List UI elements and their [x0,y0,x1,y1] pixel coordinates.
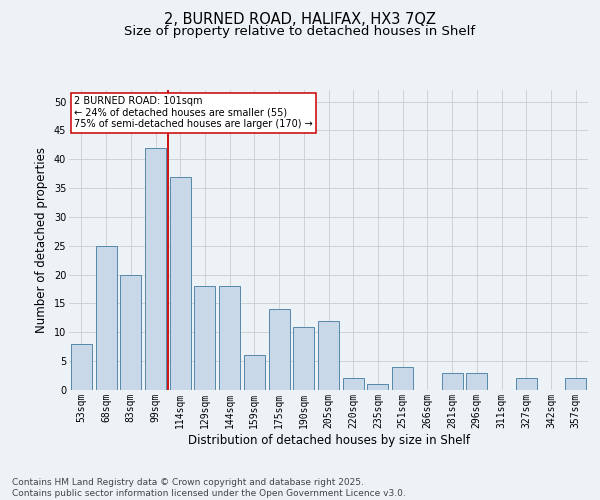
X-axis label: Distribution of detached houses by size in Shelf: Distribution of detached houses by size … [187,434,470,446]
Bar [367,384,388,390]
Bar [269,309,290,390]
Bar [71,344,92,390]
Text: 2 BURNED ROAD: 101sqm
← 24% of detached houses are smaller (55)
75% of semi-deta: 2 BURNED ROAD: 101sqm ← 24% of detached … [74,96,313,129]
Bar [442,372,463,390]
Text: Contains HM Land Registry data © Crown copyright and database right 2025.
Contai: Contains HM Land Registry data © Crown c… [12,478,406,498]
Bar [392,367,413,390]
Bar [170,176,191,390]
Bar [466,372,487,390]
Bar [120,274,141,390]
Bar [565,378,586,390]
Bar [343,378,364,390]
Bar [219,286,240,390]
Text: 2, BURNED ROAD, HALIFAX, HX3 7QZ: 2, BURNED ROAD, HALIFAX, HX3 7QZ [164,12,436,28]
Bar [293,326,314,390]
Bar [516,378,537,390]
Bar [194,286,215,390]
Bar [95,246,116,390]
Bar [244,356,265,390]
Y-axis label: Number of detached properties: Number of detached properties [35,147,48,333]
Text: Size of property relative to detached houses in Shelf: Size of property relative to detached ho… [124,25,476,38]
Bar [318,321,339,390]
Bar [145,148,166,390]
